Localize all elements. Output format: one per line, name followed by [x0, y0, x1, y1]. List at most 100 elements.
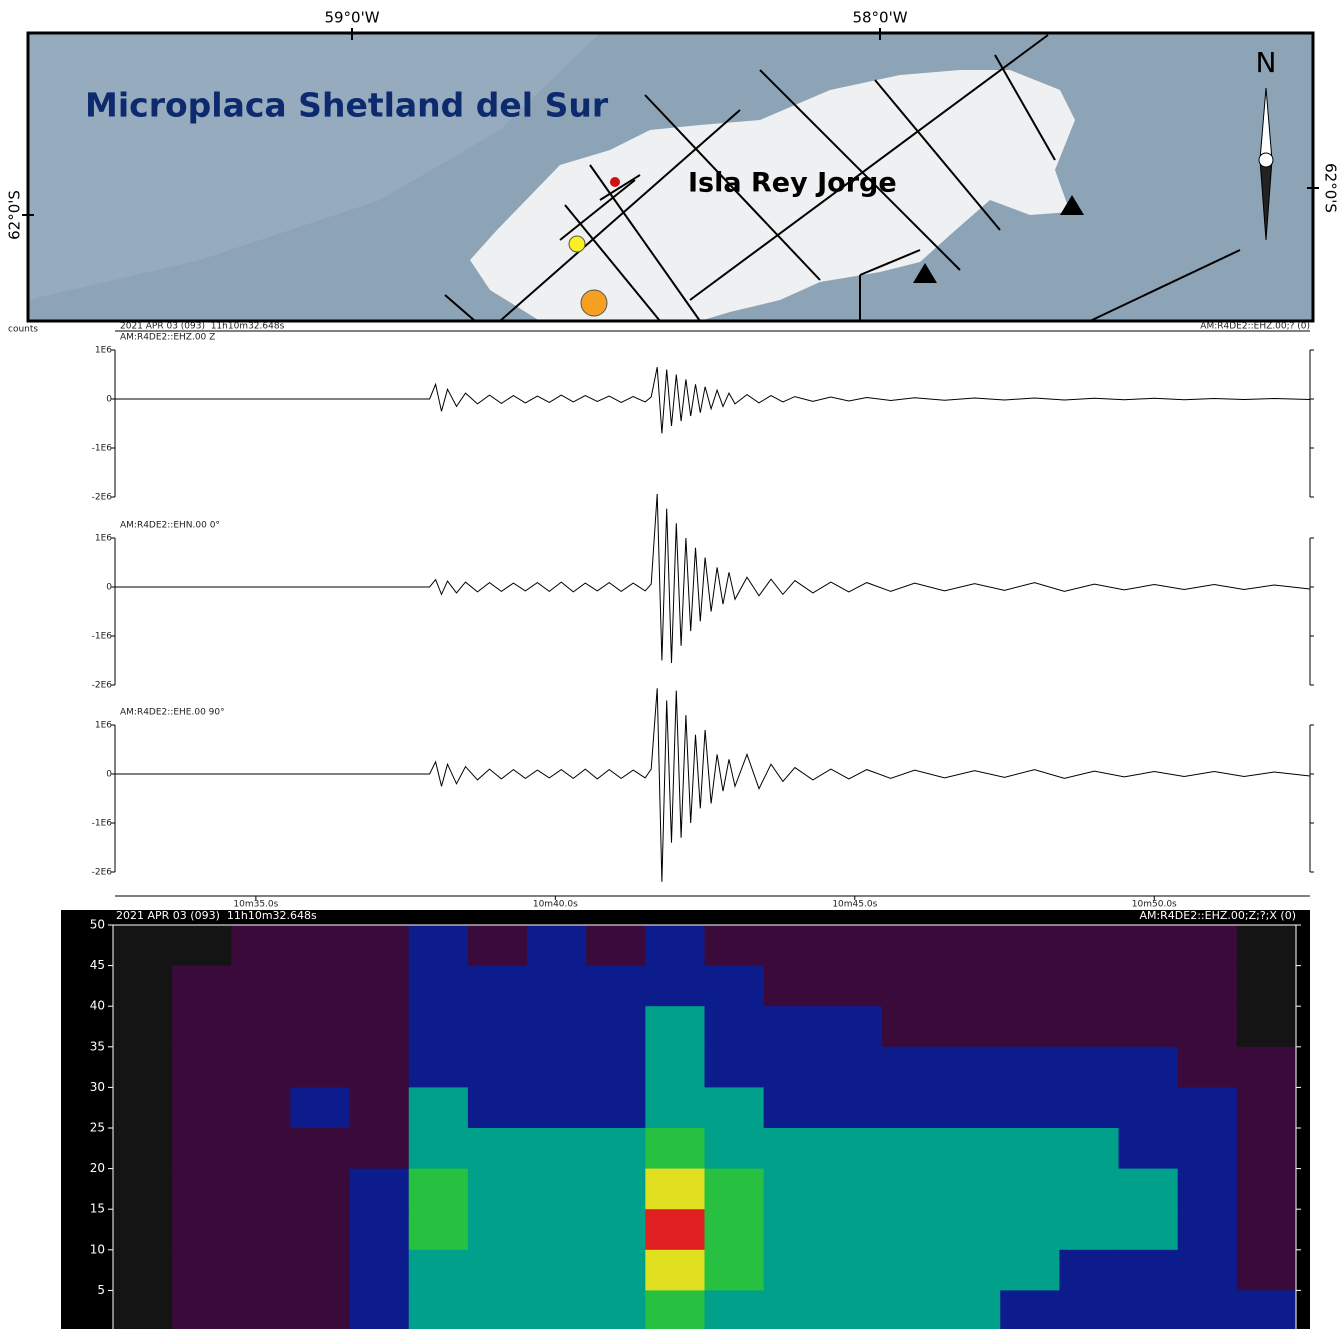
heat-cell	[1236, 1006, 1297, 1048]
heat-cell	[1177, 1249, 1238, 1291]
heat-cell	[231, 1209, 291, 1251]
heat-cell	[881, 1168, 942, 1210]
heat-cell	[231, 1290, 291, 1332]
heat-cell	[231, 1087, 291, 1129]
heat-cell	[1000, 1249, 1060, 1291]
heat-cell	[113, 1087, 173, 1129]
heat-cell	[290, 1087, 351, 1129]
heat-cell	[231, 965, 291, 1007]
heat-cell	[467, 925, 528, 967]
heat-cell	[881, 965, 942, 1007]
heat-cell	[172, 1168, 232, 1210]
heat-cell	[172, 1087, 232, 1129]
lat-label: 62°0'S	[6, 190, 24, 240]
heat-cell	[1000, 1046, 1060, 1088]
heat-cell	[113, 1006, 173, 1048]
heat-cell	[290, 1290, 351, 1332]
heat-cell	[349, 925, 410, 967]
x-tick-label: 10m40.0s	[533, 900, 578, 910]
heat-cell	[408, 965, 469, 1007]
header-right: AM:R4DE2::EHZ.00;Z;?;X (0)	[1139, 909, 1296, 922]
heat-cell	[704, 1087, 765, 1129]
y-tick-label: 15	[90, 1202, 105, 1216]
heat-cell	[290, 1006, 351, 1048]
shelf	[28, 33, 600, 300]
heat-cell	[172, 1128, 232, 1170]
heat-cell	[1236, 1046, 1297, 1088]
heat-cell	[1000, 965, 1060, 1007]
heat-cell	[527, 1006, 587, 1048]
heat-cell	[586, 1168, 646, 1210]
heat-cell	[527, 1128, 587, 1170]
heat-cell	[290, 1128, 351, 1170]
heat-cell	[231, 1249, 291, 1291]
heat-cell	[1118, 1046, 1179, 1088]
heat-cell	[1236, 1087, 1297, 1129]
heat-cell	[1000, 1087, 1060, 1129]
heat-cell	[172, 925, 232, 967]
heat-cell	[408, 1249, 469, 1291]
heat-cell	[1059, 1168, 1120, 1210]
lat-label: 62°0'S	[1322, 163, 1340, 213]
map: 59°0'W 58°0'W 62°0'S 62°0'S Microplaca S…	[6, 9, 1340, 323]
y-tick-label: 0	[106, 583, 112, 593]
heat-cell	[1177, 1290, 1238, 1332]
heat-cell	[941, 1087, 1001, 1129]
heat-cell	[408, 1087, 469, 1129]
heat-cell	[763, 965, 824, 1007]
heat-cell	[704, 1046, 765, 1088]
waveform	[115, 688, 1311, 882]
heat-cell	[1118, 965, 1179, 1007]
heat-cell	[763, 1209, 824, 1251]
heat-cell	[941, 1046, 1001, 1088]
y-tick-label: 25	[90, 1121, 105, 1135]
heat-cell	[408, 1168, 469, 1210]
heat-cell	[467, 965, 528, 1007]
heat-cell	[822, 1128, 883, 1170]
heat-cell	[1177, 1128, 1238, 1170]
x-tick-label: 10m45.0s	[832, 900, 877, 910]
heat-cell	[1236, 1128, 1297, 1170]
heat-cell	[1236, 1168, 1297, 1210]
heat-cell	[527, 1087, 587, 1129]
heat-cell	[527, 1249, 587, 1291]
heat-cell	[704, 1209, 765, 1251]
y-tick-label: 0	[106, 395, 112, 405]
heat-cell	[586, 1128, 646, 1170]
heat-cell	[645, 1006, 705, 1048]
y-tick-label: 40	[90, 999, 105, 1013]
heat-cell	[1236, 925, 1297, 967]
heat-cell	[1000, 1128, 1060, 1170]
y-tick-label: 50	[90, 918, 105, 932]
heat-cell	[1236, 1249, 1297, 1291]
heat-cell	[822, 1168, 883, 1210]
heat-cell	[941, 925, 1001, 967]
heat-cell	[1000, 925, 1060, 967]
heat-cell	[1118, 1168, 1179, 1210]
heat-cell	[349, 1087, 410, 1129]
heat-cell	[941, 1128, 1001, 1170]
trace-label: AM:R4DE2::EHE.00 90°	[120, 708, 225, 718]
heat-cell	[1177, 1046, 1238, 1088]
heat-cell	[704, 925, 765, 967]
heat-cell	[290, 1168, 351, 1210]
heat-cell	[231, 1128, 291, 1170]
heat-cell	[1059, 1209, 1120, 1251]
heat-cell	[527, 925, 587, 967]
heat-cell	[1118, 1209, 1179, 1251]
y-tick-label: 45	[90, 958, 105, 972]
heat-cell	[1118, 1006, 1179, 1048]
heat-cell	[349, 1128, 410, 1170]
heat-cell	[1236, 1209, 1297, 1251]
y-tick-label: 0	[106, 770, 112, 780]
heat-cell	[763, 1087, 824, 1129]
heat-cell	[1177, 1209, 1238, 1251]
heat-cell	[1177, 1168, 1238, 1210]
heat-cell	[467, 1290, 528, 1332]
heat-cell	[881, 1006, 942, 1048]
y-tick-label: 20	[90, 1161, 105, 1175]
heat-cell	[527, 1290, 587, 1332]
heat-cell	[704, 1168, 765, 1210]
heat-cell	[1236, 965, 1297, 1007]
